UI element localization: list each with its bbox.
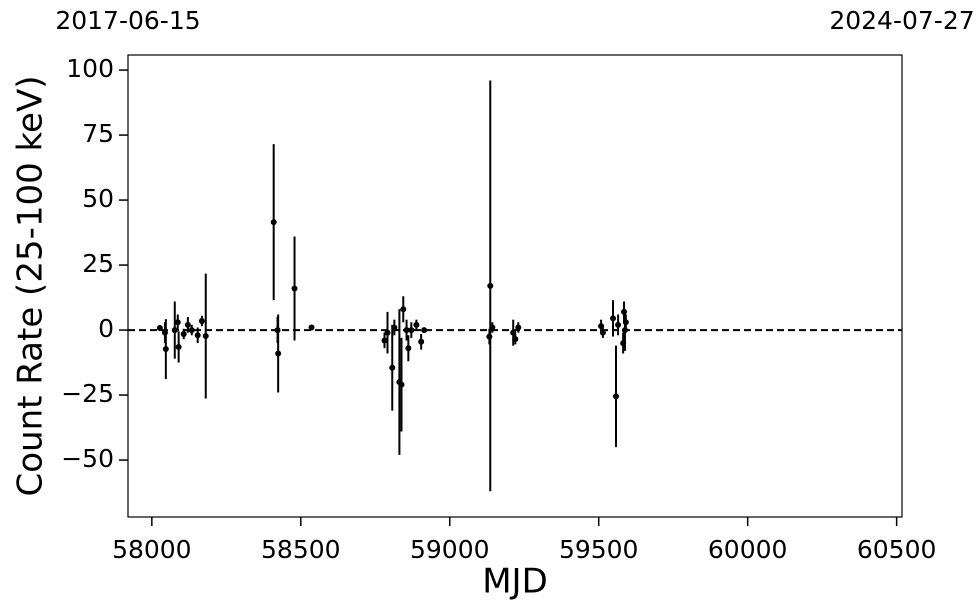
data-point [180,330,187,337]
data-point [174,319,181,326]
x-tick-label: 59000 [410,535,490,564]
top-date-label: 2017-06-15 [55,6,200,35]
data-point [188,327,195,334]
data-point [171,327,178,334]
data-point [421,327,428,334]
data-point [398,381,405,388]
plot-frame [127,54,903,518]
data-point [403,327,410,334]
y-tick-label: 50 [82,184,114,213]
data-point [291,285,298,292]
x-axis-label: MJD [482,562,548,602]
data-point [175,343,182,350]
x-tick-label: 60000 [708,535,788,564]
data-point [400,306,407,313]
x-tick-label: 60500 [857,535,937,564]
x-tick-label: 59500 [559,535,639,564]
data-point [184,321,191,328]
data-point [391,324,398,331]
data-point [389,364,396,371]
y-tick-label: 75 [82,119,114,148]
x-tick-label: 58500 [261,535,341,564]
data-point [487,282,494,289]
data-point [408,327,415,334]
top-date-label: 2024-07-27 [829,6,974,35]
data-point [156,324,163,331]
y-tick-label: 25 [82,249,114,278]
data-point [275,350,282,357]
data-point [413,321,420,328]
y-tick-label: −25 [61,379,114,408]
data-point [489,324,496,331]
data-point [405,345,412,352]
y-tick-label: −50 [61,444,114,473]
x-tick-label: 58000 [112,535,192,564]
data-point [599,329,606,336]
y-axis-label: Count Rate (25-100 keV) [11,76,51,497]
y-tick-label: 0 [98,314,114,343]
data-point [270,219,277,226]
data-point [384,329,391,336]
data-point [202,333,209,340]
data-point [610,315,617,322]
data-point [194,332,201,339]
data-point [418,338,425,345]
data-point [615,321,622,328]
data-point [515,324,522,331]
data-point [612,393,619,400]
data-point [512,336,519,343]
data-point [381,337,388,344]
data-point [198,317,205,324]
data-point [308,324,315,331]
y-tick-label: 100 [66,54,114,83]
data-point [162,346,169,353]
data-point [622,319,629,326]
